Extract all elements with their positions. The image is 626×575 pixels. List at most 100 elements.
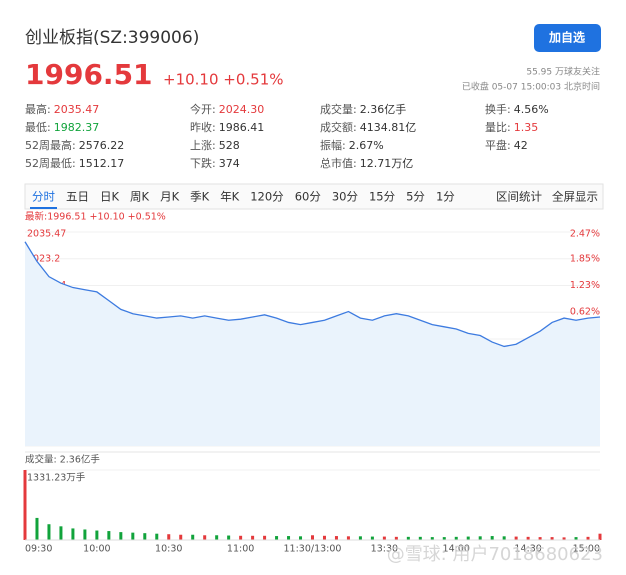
volume-bar [203, 535, 207, 540]
volume-bar [299, 536, 303, 540]
volume-bar [550, 537, 554, 540]
x-tick-label: 10:00 [83, 544, 110, 555]
tab[interactable]: 60分 [295, 190, 322, 204]
tab[interactable]: 5分 [406, 190, 425, 204]
volume-bar [418, 536, 422, 540]
volume-bar [394, 536, 398, 540]
volume-bar [346, 536, 350, 540]
tool[interactable]: 区间统计 [496, 190, 542, 204]
volume-bar [334, 536, 338, 540]
volume-bar [490, 536, 494, 540]
add-button-label[interactable]: 加自选 [548, 30, 585, 45]
price: 1996.51 [25, 58, 153, 91]
price-line [24, 241, 601, 348]
tab[interactable]: 1分 [436, 190, 455, 204]
stat-value: 2.36亿手 [360, 102, 407, 116]
stat-value: 4134.81亿 [360, 121, 417, 134]
volume-bar [59, 526, 63, 540]
followers: 55.95 万球友关注 [526, 66, 600, 78]
stat-label: 总市值: [320, 156, 357, 170]
volume-bar [131, 532, 135, 540]
stat-label: 成交额: [320, 120, 357, 134]
volume-bar [107, 531, 111, 540]
x-tick-label: 15:00 [573, 544, 600, 555]
change: +10.10 +0.51% [163, 71, 284, 89]
tab[interactable]: 五日 [66, 190, 89, 204]
stat-label: 振幅: [320, 138, 346, 152]
volume-bar [95, 530, 99, 540]
volume-bar [47, 524, 51, 540]
volume-tick-label: 1331.23万手 [27, 472, 86, 484]
volume-bar [514, 536, 518, 540]
stat-label: 昨收: [190, 120, 216, 134]
stat-value: 528 [219, 139, 240, 152]
tab[interactable]: 分时 [32, 190, 55, 204]
tool[interactable]: 全屏显示 [552, 190, 598, 204]
tab[interactable]: 15分 [369, 190, 396, 204]
stat-value: 2576.22 [79, 139, 125, 152]
volume-bar [239, 535, 243, 540]
volume-bar [466, 536, 470, 540]
volume-bar [263, 535, 267, 540]
stat-value: 1986.41 [219, 121, 265, 134]
add-button[interactable] [534, 24, 601, 52]
stat-value: 12.71万亿 [360, 157, 414, 170]
volume-bar [179, 534, 183, 540]
tab[interactable]: 日K [100, 190, 119, 204]
stat-label: 今开: [190, 102, 216, 116]
x-tick-label: 11:00 [227, 544, 254, 555]
x-tick-label: 14:00 [443, 544, 470, 555]
volume-bar [454, 536, 458, 540]
volume-bar [155, 533, 159, 540]
volume-bar [311, 535, 314, 540]
y-tick-label: 2023.2 [27, 253, 60, 264]
volume-bar [442, 537, 446, 540]
volume-bar [119, 532, 123, 540]
x-tick-label: 14:30 [514, 544, 541, 555]
volume-bar [143, 533, 147, 540]
stat-label: 52周最低: [25, 157, 76, 170]
y-tick-label: 2035.47 [27, 229, 66, 240]
volume-label: 成交量: 2.36亿手 [25, 454, 100, 466]
volume-bar [251, 535, 255, 540]
volume-bar [287, 536, 291, 540]
stat-value: 1512.17 [79, 157, 125, 170]
tab[interactable]: 30分 [332, 190, 359, 204]
stat-label: 成交量: [320, 102, 357, 116]
tab[interactable]: 季K [190, 190, 209, 204]
stat-value: 1.35 [514, 121, 539, 134]
stat-label: 最高: [25, 102, 51, 116]
volume-bar [322, 535, 326, 540]
stat-label: 上涨: [190, 139, 216, 152]
volume-bar [275, 536, 279, 540]
stat-value: 2024.30 [219, 103, 265, 116]
stat-label: 最低: [25, 121, 51, 134]
latest: 最新:1996.51 +10.10 +0.51% [25, 211, 166, 223]
tab[interactable]: 周K [130, 190, 149, 204]
volume-bar [35, 517, 39, 540]
y2-tick-label: 1.23% [570, 280, 600, 291]
volume-bar [191, 534, 195, 540]
volume-bar [598, 533, 602, 540]
volume-bar [574, 537, 578, 540]
volume-bar [430, 537, 434, 540]
title: 创业板指(SZ:399006) [25, 28, 199, 48]
volume-bar [586, 536, 590, 540]
status: 已收盘 05-07 15:00:03 北京时间 [462, 81, 600, 93]
stat-label: 平盘: [485, 138, 511, 152]
stat-value: 2.67% [349, 139, 384, 152]
volume-bar [71, 528, 75, 540]
volume-bar [382, 536, 386, 540]
stat-value: 374 [219, 157, 240, 170]
volume-bar [215, 535, 219, 540]
tab-bar [24, 183, 604, 210]
volume-bar [167, 534, 171, 540]
tab[interactable]: 月K [160, 190, 179, 204]
tab[interactable]: 120分 [250, 190, 284, 204]
tab[interactable]: 年K [220, 190, 239, 204]
volume-bar [538, 537, 542, 540]
stat-label: 下跌: [190, 156, 216, 170]
y2-tick-label: 1.85% [570, 253, 600, 264]
